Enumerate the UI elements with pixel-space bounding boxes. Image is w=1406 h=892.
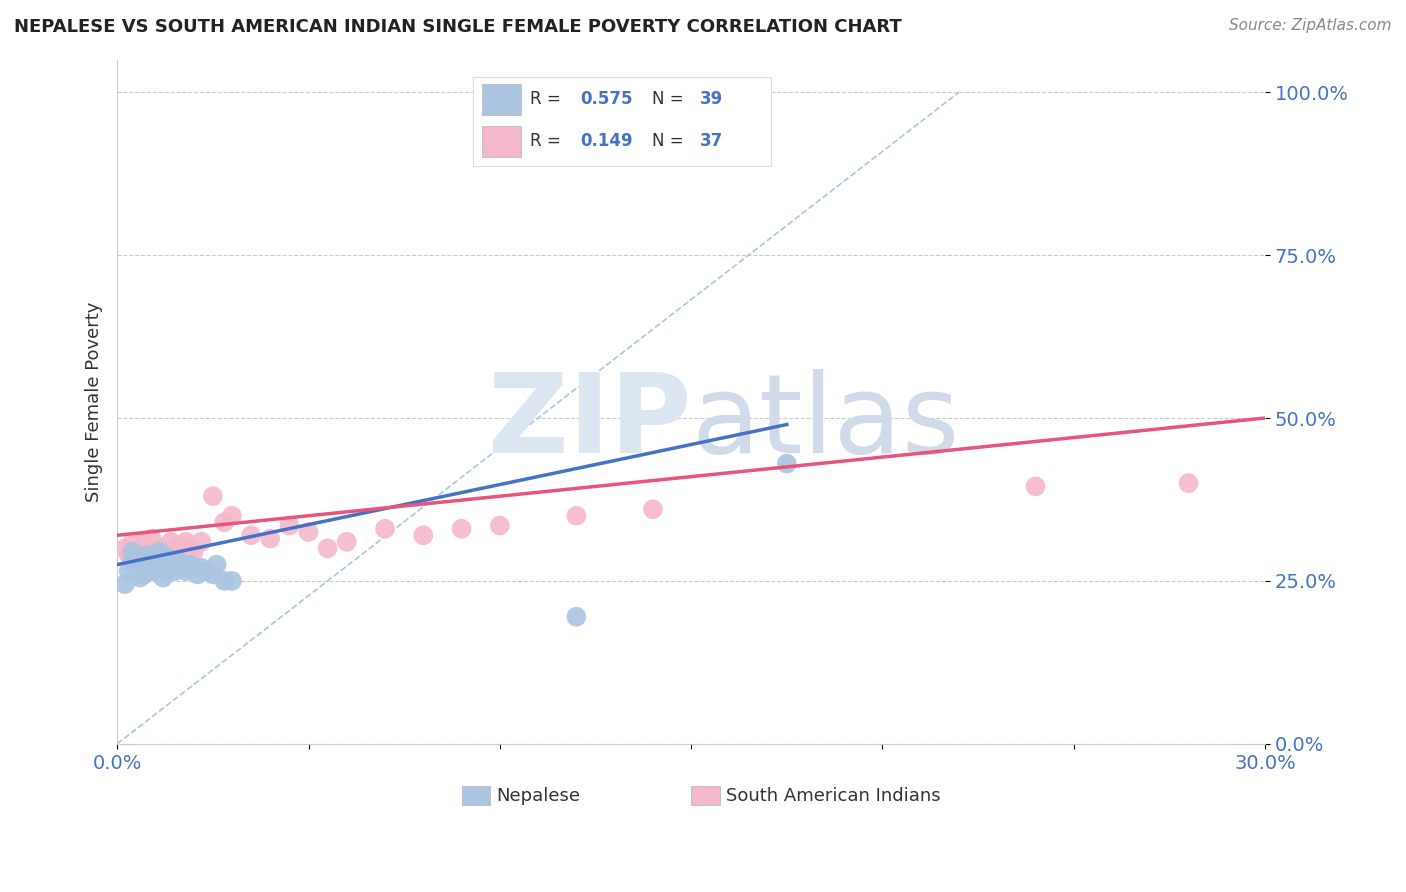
Point [132,551,155,566]
Point [129,571,152,585]
Point [167,538,190,552]
Point [167,554,190,568]
Point [374,522,396,536]
Point [488,518,510,533]
Point [1024,479,1046,493]
Point [221,574,243,588]
Bar [461,786,491,805]
Point [316,541,339,556]
Point [118,548,141,562]
Text: ZIP: ZIP [488,368,692,475]
Text: atlas: atlas [692,368,960,475]
Text: NEPALESE VS SOUTH AMERICAN INDIAN SINGLE FEMALE POVERTY CORRELATION CHART: NEPALESE VS SOUTH AMERICAN INDIAN SINGLE… [14,18,901,36]
Point [141,532,163,546]
Point [565,508,588,523]
Point [278,518,301,533]
Point [148,541,170,556]
Point [136,544,159,558]
Point [163,564,186,578]
Point [412,528,434,542]
Point [190,561,212,575]
Point [163,558,186,572]
Point [129,551,152,566]
Point [174,564,197,578]
Point [152,544,174,558]
Point [125,544,148,558]
Point [183,544,205,558]
Point [141,564,163,578]
Text: Nepalese: Nepalese [496,787,581,805]
Point [172,548,194,562]
Point [121,544,143,558]
Point [641,502,664,516]
Point [163,544,186,558]
Point [136,561,159,575]
Point [152,571,174,585]
Point [156,554,179,568]
Point [259,532,281,546]
Point [179,541,201,556]
Point [121,554,143,568]
Point [121,534,143,549]
Point [136,548,159,562]
Point [148,558,170,572]
Point [141,554,163,568]
Y-axis label: Single Female Poverty: Single Female Poverty [86,301,103,502]
Point [145,551,167,566]
Point [190,534,212,549]
Point [132,567,155,582]
Point [125,561,148,575]
Point [565,609,588,624]
Bar [692,786,720,805]
Point [205,558,228,572]
Point [776,457,799,471]
Point [159,561,181,575]
Point [145,561,167,575]
Point [214,516,236,530]
Point [297,524,319,539]
Point [156,564,179,578]
Point [159,534,181,549]
Point [114,541,136,556]
Point [114,577,136,591]
Point [201,567,224,582]
Text: Source: ZipAtlas.com: Source: ZipAtlas.com [1229,18,1392,33]
Point [194,564,217,578]
Point [125,551,148,566]
Point [129,558,152,572]
Point [179,558,201,572]
Text: South American Indians: South American Indians [725,787,941,805]
Point [183,561,205,575]
Point [174,534,197,549]
Point [118,564,141,578]
Point [336,534,359,549]
Point [156,551,179,566]
Point [148,544,170,558]
Point [240,528,263,542]
Point [201,489,224,503]
Point [214,574,236,588]
Point [172,561,194,575]
Point [145,551,167,566]
Point [152,554,174,568]
Point [221,508,243,523]
Point [1177,476,1199,491]
Point [132,534,155,549]
Point [450,522,472,536]
Point [186,567,208,582]
